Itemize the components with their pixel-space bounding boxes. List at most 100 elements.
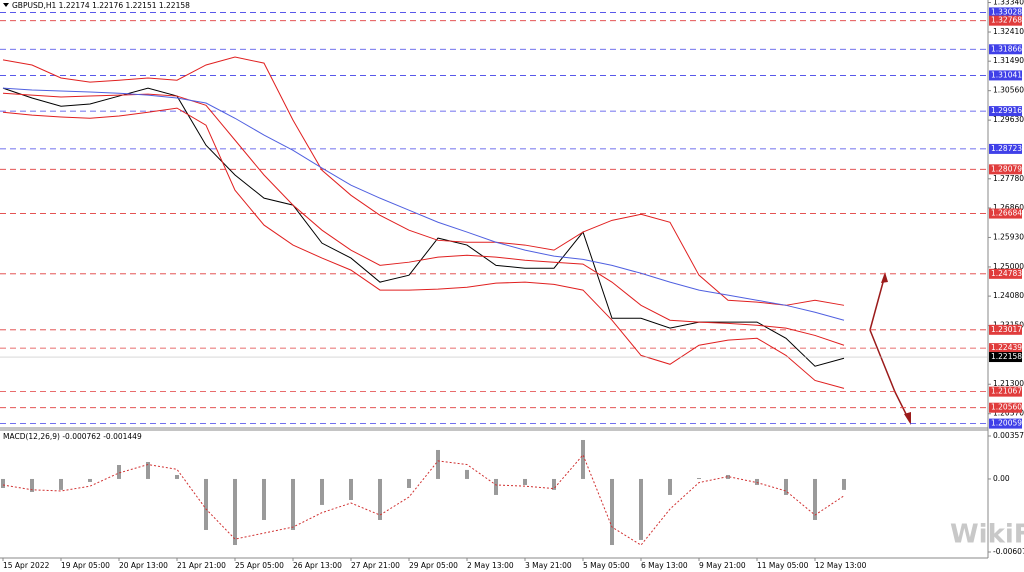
macd-bar bbox=[407, 478, 411, 488]
y-tick-label: 1.26860 bbox=[993, 203, 1024, 212]
macd-bar bbox=[523, 478, 527, 485]
x-tick-label: 25 Apr 05:00 bbox=[235, 561, 284, 570]
level-label-box bbox=[989, 143, 1022, 154]
series-line bbox=[2, 87, 845, 321]
macd-bar bbox=[784, 478, 788, 495]
macd-bar bbox=[320, 478, 324, 505]
macd-bar bbox=[755, 478, 759, 485]
level-label-box bbox=[989, 15, 1022, 26]
y-tick-label: 1.32410 bbox=[993, 27, 1024, 36]
y-tick-label: 1.33340 bbox=[993, 0, 1024, 7]
y-tick-label: 1.21300 bbox=[993, 379, 1024, 388]
macd-bar bbox=[726, 474, 730, 479]
level-label: 1.26684 bbox=[991, 209, 1022, 218]
x-tick-label: 20 Apr 13:00 bbox=[119, 561, 168, 570]
level-label: 1.28079 bbox=[991, 164, 1022, 173]
macd-bar bbox=[204, 478, 208, 530]
level-label: 1.33028 bbox=[991, 7, 1022, 16]
macd-bar bbox=[262, 478, 266, 520]
macd-bar bbox=[436, 449, 440, 479]
y-tick-label: 0.003572 bbox=[993, 431, 1024, 440]
level-label-box bbox=[989, 44, 1022, 55]
level-label: 1.29916 bbox=[991, 106, 1022, 115]
level-label: 1.22439 bbox=[991, 343, 1022, 352]
level-label: 1.21067 bbox=[991, 387, 1022, 396]
macd-bar bbox=[610, 478, 614, 546]
macd-bar bbox=[233, 478, 237, 546]
menu-icon bbox=[3, 3, 9, 7]
level-label-box bbox=[989, 343, 1022, 354]
macd-bar bbox=[117, 465, 121, 479]
x-tick-label: 21 Apr 21:00 bbox=[177, 561, 226, 570]
macd-bar bbox=[465, 469, 469, 479]
current-price-box bbox=[989, 352, 1022, 363]
level-label-box bbox=[989, 7, 1022, 18]
series-line bbox=[2, 453, 845, 546]
level-label-box bbox=[989, 208, 1022, 219]
series-line bbox=[2, 56, 845, 306]
macd-bar bbox=[639, 478, 643, 540]
macd-bar bbox=[175, 474, 179, 479]
level-label: 1.20560 bbox=[991, 403, 1022, 412]
level-label: 1.28723 bbox=[991, 144, 1022, 153]
macd-bar bbox=[59, 478, 63, 490]
x-tick-label: 19 Apr 05:00 bbox=[61, 561, 110, 570]
macd-bar bbox=[146, 462, 150, 479]
y-tick-label: 1.20370 bbox=[993, 409, 1024, 418]
level-label-box bbox=[989, 164, 1022, 175]
level-label-box bbox=[989, 386, 1022, 397]
x-tick-label: 15 Apr 2022 bbox=[3, 561, 50, 570]
x-tick-label: 26 Apr 13:00 bbox=[293, 561, 342, 570]
chart-title: GBPUSD,H1 1.22174 1.22176 1.22151 1.2215… bbox=[12, 1, 190, 10]
macd-bar bbox=[813, 478, 817, 520]
x-tick-label: 2 May 13:00 bbox=[467, 561, 514, 570]
x-tick-label: 12 May 13:00 bbox=[815, 561, 867, 570]
level-label: 1.31866 bbox=[991, 44, 1022, 53]
level-label-box bbox=[989, 268, 1022, 279]
x-tick-label: 29 Apr 05:00 bbox=[409, 561, 458, 570]
y-tick-label: -0.006072 bbox=[993, 547, 1024, 556]
x-tick-label: 11 May 05:00 bbox=[757, 561, 809, 570]
level-label: 1.31041 bbox=[991, 70, 1022, 79]
arrow-head bbox=[904, 412, 911, 425]
level-label-box bbox=[989, 402, 1022, 413]
macd-bar bbox=[291, 478, 295, 530]
y-tick-label: 1.29630 bbox=[993, 115, 1024, 124]
y-tick-label: 1.27780 bbox=[993, 174, 1024, 183]
y-tick-label: 1.30560 bbox=[993, 86, 1024, 95]
level-label-box bbox=[989, 106, 1022, 117]
macd-bar bbox=[378, 478, 382, 520]
macd-bar bbox=[88, 478, 92, 482]
macd-bar bbox=[842, 478, 846, 490]
y-tick-label: 1.31490 bbox=[993, 56, 1024, 65]
macd-bar bbox=[494, 478, 498, 495]
series-line bbox=[2, 107, 845, 389]
watermark: WikiFX bbox=[950, 520, 1024, 550]
level-label: 1.32768 bbox=[991, 16, 1022, 25]
y-tick-label: 1.25000 bbox=[993, 262, 1024, 271]
level-label-box bbox=[989, 70, 1022, 81]
y-tick-label: 0.00 bbox=[993, 474, 1010, 483]
x-tick-label: 5 May 05:00 bbox=[583, 561, 630, 570]
macd-bar bbox=[349, 478, 353, 501]
current-price-label: 1.22158 bbox=[991, 352, 1022, 361]
macd-bar bbox=[581, 439, 585, 479]
forecast-arrow bbox=[869, 274, 886, 331]
macd-bar bbox=[552, 478, 556, 490]
arrow-head bbox=[881, 272, 888, 283]
macd-bar bbox=[697, 478, 701, 479]
level-label: 1.20059 bbox=[991, 419, 1022, 428]
x-tick-label: 6 May 13:00 bbox=[641, 561, 688, 570]
level-label-box bbox=[989, 324, 1022, 335]
x-tick-label: 3 May 21:00 bbox=[525, 561, 572, 570]
x-tick-label: 27 Apr 21:00 bbox=[351, 561, 400, 570]
macd-bar bbox=[30, 478, 34, 492]
level-label: 1.23017 bbox=[991, 325, 1022, 334]
macd-bar bbox=[668, 478, 672, 495]
x-tick-label: 9 May 21:00 bbox=[699, 561, 746, 570]
y-tick-label: 1.25930 bbox=[993, 232, 1024, 241]
level-label-box bbox=[989, 418, 1022, 429]
level-label: 1.24783 bbox=[991, 269, 1022, 278]
